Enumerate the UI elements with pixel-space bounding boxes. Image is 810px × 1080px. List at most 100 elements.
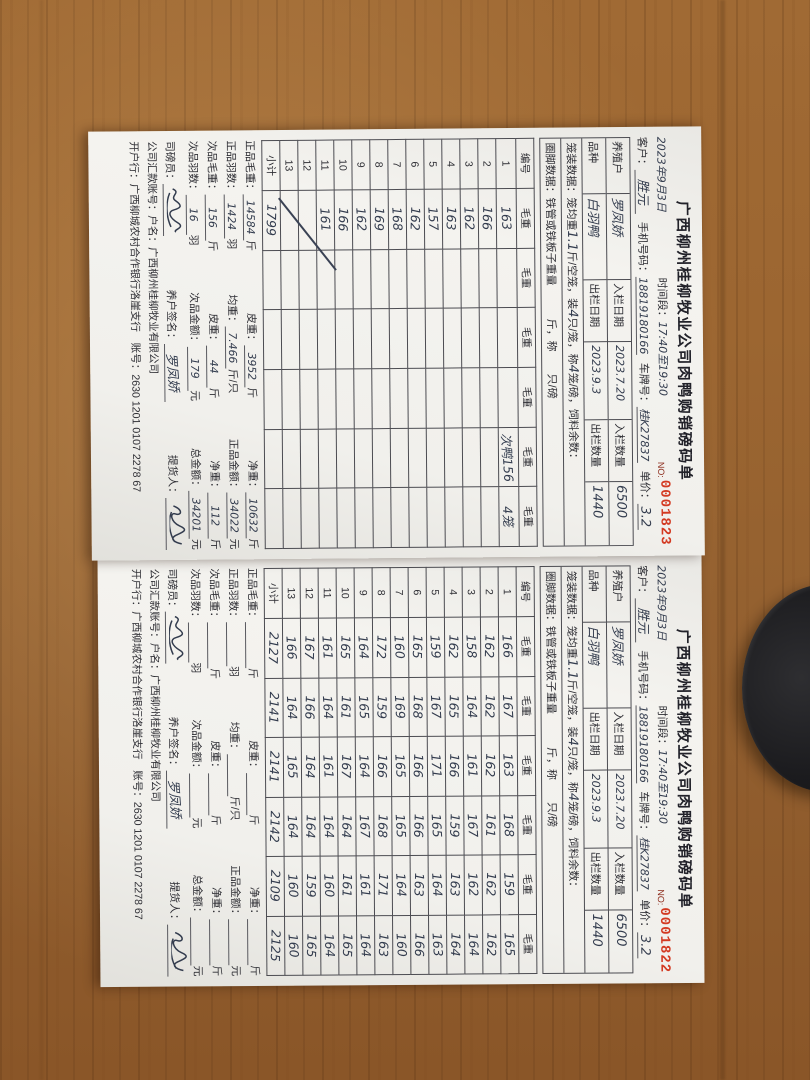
breed-value: 白羽鸭 — [582, 194, 607, 281]
net-value — [247, 919, 249, 966]
cell-weight: 167 — [426, 676, 446, 737]
cell-weight: 161 — [316, 190, 335, 250]
row-number: 2 — [480, 566, 499, 617]
cell-weight — [299, 369, 319, 429]
time-label: 时间段： — [655, 705, 668, 750]
cell-weight — [334, 249, 354, 310]
cell-weight: 2127 — [264, 618, 283, 678]
cell-weight: 164 — [355, 736, 374, 797]
table-row: 2 166 — [477, 138, 500, 547]
table-row: 小计 2127 2141 2141 2142 2109 2125 — [264, 568, 285, 976]
table-header-row: 编号 毛重 毛重 毛重 毛重 毛重 毛重 — [516, 566, 537, 974]
row-number: 1 — [495, 138, 517, 189]
zp-count-value — [225, 622, 228, 667]
bank-account-line1: 公司汇款账号：户名：广西柳州桂柳牧业有限公司 — [147, 568, 162, 802]
row-number: 10 — [333, 139, 353, 191]
zp-gross-value: 14584 — [242, 194, 257, 241]
cell-weight: 166 — [282, 618, 301, 678]
col-header-gross-weight: 毛重 — [518, 486, 538, 547]
cell-weight: 160 — [284, 915, 303, 976]
cell-weight: 167 — [337, 736, 356, 797]
col-header-gross-weight: 毛重 — [517, 735, 536, 796]
phone-label: 手机号码： — [635, 221, 649, 277]
cell-weight: 162 — [481, 735, 500, 796]
cell-weight — [371, 308, 390, 369]
wood-grain-streak — [40, 0, 43, 1080]
bank-account-line2: 开户行：广西柳城农村合作银行洛崖支行 账号：2630 1201 0107 227… — [127, 141, 143, 493]
net-value: 10632 — [245, 492, 260, 539]
price-label: 单价： — [638, 470, 651, 504]
cell-weight: 162 — [460, 188, 479, 249]
table-header-row: 编号 毛重 毛重 毛重 毛重 毛重 毛重 — [515, 138, 538, 547]
in-date-value: 2023.7.20 — [607, 341, 632, 421]
cell-weight: 165 — [408, 617, 427, 677]
farmer-sign-label: 养户签名： — [164, 289, 177, 344]
cell-weight: 164 — [320, 915, 339, 976]
zp-gross-label: 正品毛重： — [245, 567, 258, 623]
cell-weight — [280, 250, 300, 310]
cage-data-line: 笼装数据：笼均重1.1斤/空笼，装4只/笼，称4笼/磅，饲料余数： — [564, 570, 581, 893]
table-row: 11 161 — [315, 140, 338, 549]
table-row: 9 164 165 164 167 161 164 — [354, 567, 375, 975]
cell-weight: 165 — [427, 795, 447, 856]
cell-weight: 166 — [498, 616, 517, 677]
cell-weight — [442, 248, 462, 309]
cell-weight — [480, 486, 500, 547]
cell-weight — [300, 488, 320, 549]
zp-amount-value: 34022 — [226, 492, 241, 539]
cell-weight — [282, 488, 302, 549]
cell-weight — [496, 248, 518, 308]
table-row: 3 162 — [459, 138, 482, 547]
cell-weight: 164 — [428, 855, 447, 915]
pen-data-line: 圈脚数据：铁管或铁板子重量 斤，称 只/磅 — [543, 142, 558, 399]
cell-weight — [352, 249, 372, 310]
cell-weight: 162 — [480, 616, 499, 677]
serial-number: 0001823 — [656, 479, 673, 546]
breed-label: 品种 — [582, 138, 606, 195]
out-date-label: 出栏日期 — [583, 708, 608, 771]
customer-value: 胜元 — [634, 598, 650, 643]
customer-label: 客户： — [635, 565, 648, 599]
in-qty-label: 入栏数量 — [608, 419, 633, 483]
out-date-value: 2023.9.3 — [584, 770, 608, 849]
cell-weight: 次鸭156 — [498, 427, 519, 487]
cell-weight: 2109 — [266, 856, 285, 916]
cell-weight: 166 — [300, 677, 320, 738]
cp-count-label: 次品羽数： — [186, 140, 199, 195]
zp-count-label: 正品羽数： — [224, 140, 237, 195]
cell-weight: 164 — [318, 677, 338, 738]
cell-weight: 162 — [444, 617, 463, 677]
cell-weight — [298, 249, 318, 310]
cell-weight — [425, 368, 445, 428]
in-date-label: 入栏日期 — [607, 279, 631, 343]
cell-weight: 165 — [500, 914, 519, 974]
cell-weight — [353, 309, 372, 369]
cell-weight: 2141 — [265, 737, 284, 797]
cell-weight — [408, 487, 428, 548]
table-row: 10 165 161 167 164 161 165 — [336, 567, 357, 975]
cp-amount-label: 次品金额： — [189, 719, 203, 774]
cell-weight: 158 — [462, 616, 481, 677]
cell-weight: 171 — [374, 855, 393, 916]
cell-weight: 165 — [391, 795, 411, 856]
serial-number: 0001822 — [655, 907, 673, 974]
date-value: 2023年9月3日 — [654, 136, 668, 212]
cell-weight: 164 — [464, 914, 483, 975]
farmer-value: 罗凤娇 — [606, 622, 631, 709]
document-0001822: 广西柳州桂柳牧业公司肉鸭购销磅码单 2023年9月3日 时间段： 17:40至1… — [97, 554, 705, 988]
row-number: 小计 — [264, 568, 283, 619]
cell-weight — [354, 428, 373, 489]
phone-value: 18819180166 — [635, 705, 651, 784]
row-number: 13 — [282, 568, 301, 619]
zp-gross-label: 正品毛重： — [243, 140, 256, 195]
cell-weight: 165 — [336, 617, 355, 678]
table-row: 8 172 159 166 168 171 163 — [372, 567, 393, 975]
row-number: 7 — [387, 139, 407, 190]
table-row: 5 157 — [423, 139, 446, 548]
cp-amount-value — [189, 773, 191, 818]
row-number: 10 — [336, 567, 355, 618]
cell-weight: 162 — [480, 676, 500, 736]
weigher-label: 司磅员： — [165, 568, 178, 612]
table-row: 7 168 — [387, 139, 410, 548]
cell-weight: 161 — [481, 795, 501, 855]
